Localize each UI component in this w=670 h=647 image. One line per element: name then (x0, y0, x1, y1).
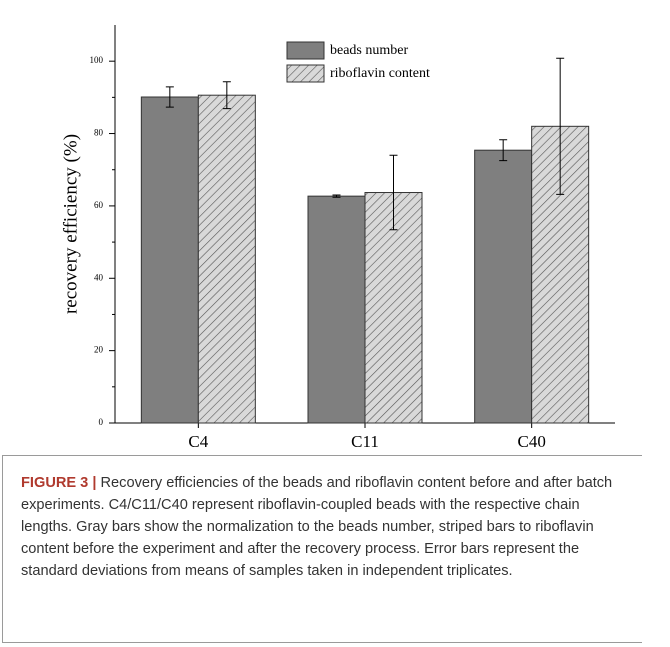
bar (140, 96, 199, 424)
legend-swatch (286, 41, 325, 60)
chart: recovery efficiency (%) 0 20 40 60 80 100 C4 C1… (60, 25, 615, 450)
y-tick-label: 100 (90, 55, 104, 65)
bar (307, 195, 366, 424)
legend-swatch (286, 64, 325, 83)
error-bar (499, 139, 508, 162)
x-tick-label: C11 (351, 432, 379, 450)
error-bar (389, 154, 398, 231)
y-tick-label: 0 (99, 417, 104, 427)
bar (474, 149, 533, 424)
y-axis-label: recovery efficiency (%) (60, 134, 81, 314)
legend-label: riboflavin content (330, 66, 430, 81)
caption: FIGURE 3 | Recovery efficiencies of the … (2, 455, 642, 643)
y-tick-label: 60 (94, 200, 104, 210)
caption-label: FIGURE 3 | (21, 475, 97, 491)
bar (364, 192, 423, 424)
error-bar (556, 57, 565, 195)
error-bar (222, 81, 231, 110)
y-tick-label: 40 (94, 272, 104, 282)
y-tick-label: 80 (94, 128, 104, 138)
x-tick-label: C40 (517, 432, 545, 450)
x-tick-label: C4 (188, 432, 208, 450)
caption-text: Recovery efficiencies of the beads and r… (21, 475, 613, 579)
error-bar (165, 86, 174, 108)
y-tick-label: 20 (94, 345, 104, 355)
error-bar (332, 194, 341, 198)
bar (197, 94, 256, 424)
legend-label: beads number (330, 43, 408, 58)
